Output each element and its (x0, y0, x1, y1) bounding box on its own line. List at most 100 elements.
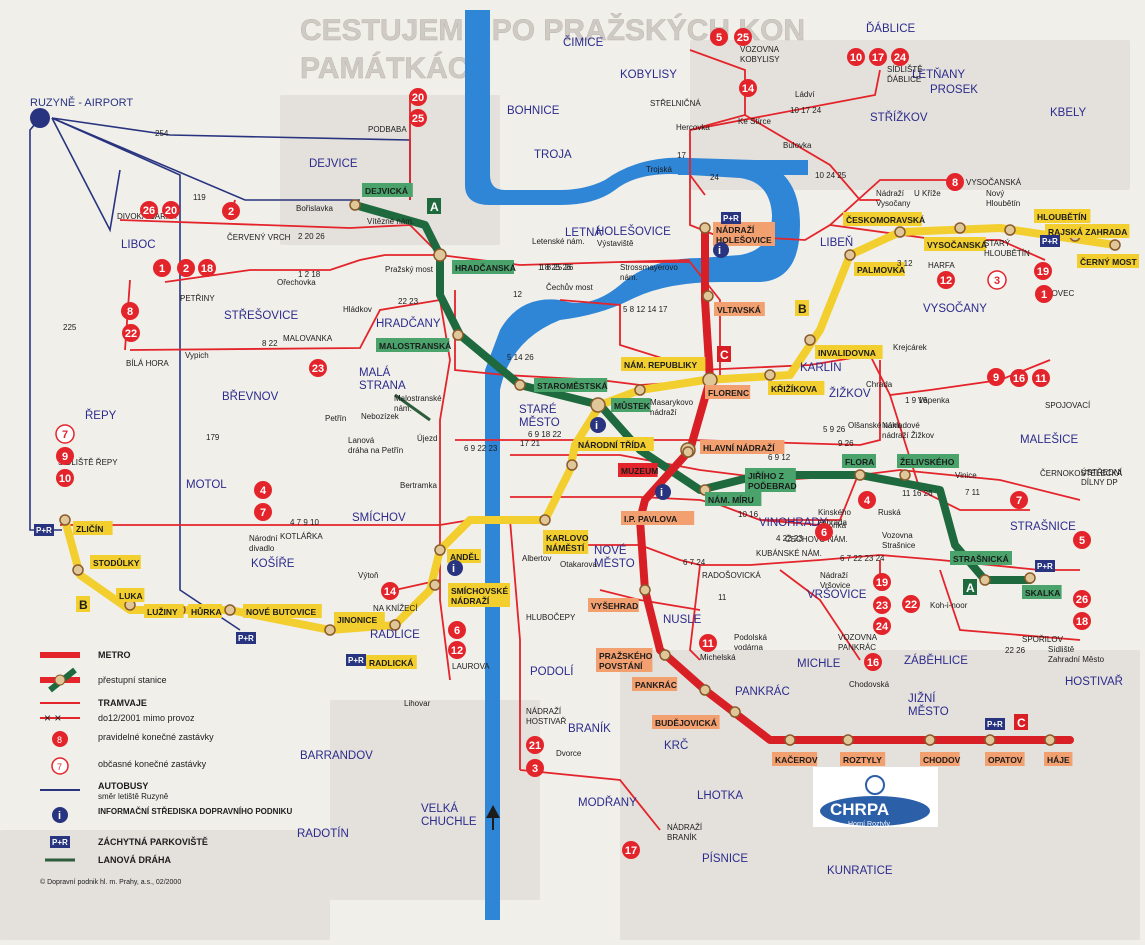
terminal-badge: 26 (140, 201, 158, 219)
svg-text:KŘIŽÍKOVA: KŘIŽÍKOVA (771, 383, 817, 394)
metro-station-label: LUŽINY (144, 604, 184, 618)
line-number-label: 179 (206, 433, 220, 442)
compass-icon (486, 805, 500, 830)
terminal-number: 26 (1076, 594, 1088, 606)
terminal-badge: 3 (526, 759, 544, 777)
terminal-number: 8 (127, 306, 133, 318)
place-label: Podolská (734, 633, 767, 642)
district-label: ČIMICE (563, 36, 604, 49)
place-label: ĎÁBLICE (887, 75, 921, 84)
line-a-badge: A (430, 200, 439, 214)
place-label: DÍLNY DP (1081, 478, 1118, 487)
terminal-badge: 22 (122, 324, 140, 342)
place-label: NÁDRAŽÍ (526, 707, 562, 716)
place-label: Nákladové (882, 421, 920, 430)
svg-text:NOVÉ BUTOVICE: NOVÉ BUTOVICE (246, 607, 317, 617)
place-label: PETŘINY (180, 294, 215, 303)
svg-text:POVSTÁNÍ: POVSTÁNÍ (599, 661, 643, 671)
terminal-badge: 7 (55, 424, 75, 444)
svg-text:BUDĚJOVICKÁ: BUDĚJOVICKÁ (655, 717, 717, 728)
terminal-badge: 12 (448, 641, 466, 659)
place-label: ČERNOKOSTELECKÁ (1040, 469, 1123, 478)
district-label: HOLEŠOVICE (596, 225, 671, 238)
terminal-number: 23 (876, 600, 888, 612)
place-label: Otakarova (560, 560, 597, 569)
terminal-number: 7 (62, 429, 68, 441)
line-badges: A B C B A C (76, 198, 1028, 730)
place-label: Trojská (646, 165, 672, 174)
district-label: KOBYLISY (620, 69, 677, 81)
terminal-badge: 2 (222, 202, 240, 220)
district-label: NOVÉ (594, 544, 627, 557)
svg-text:ANDĚL: ANDĚL (450, 551, 479, 562)
terminal-badge: 6 (815, 523, 833, 541)
svg-text:MALOSTRANSKÁ: MALOSTRANSKÁ (379, 341, 451, 351)
place-label: STŘELNIČNÁ (650, 99, 701, 108)
place-label: nám. (620, 273, 638, 282)
line-number-label: 254 (155, 129, 169, 138)
place-label: Malostranské (394, 394, 442, 403)
legend-transfer: přestupní stanice (98, 675, 167, 685)
place-label: Dvorce (556, 749, 582, 758)
place-label: Pražský most (385, 265, 434, 274)
terminal-number: 18 (201, 263, 213, 275)
terminal-badge: 10 (56, 469, 74, 487)
terminal-badge: 4 (858, 491, 876, 509)
terminal-badge: 25 (734, 28, 752, 46)
airport-label: RUZYNĚ - AIRPORT (30, 96, 133, 109)
legend-info: INFORMAČNÍ STŘEDISKA DOPRAVNÍHO PODNIKU (98, 807, 292, 816)
metro-station-label: INVALIDOVNA (815, 345, 883, 359)
district-label: ZÁBĚHLICE (904, 654, 968, 667)
district-label: CHUCHLE (421, 816, 477, 828)
svg-text:NÁDRAŽÍ: NÁDRAŽÍ (451, 595, 490, 606)
svg-text:ROZTYLY: ROZTYLY (843, 755, 882, 765)
place-label: divadlo (249, 544, 275, 553)
svg-text:i: i (718, 245, 721, 257)
svg-text:HRADČANSKÁ: HRADČANSKÁ (455, 262, 516, 273)
legend-occasional: občasné konečné zastávky (98, 759, 207, 769)
svg-text:PANKRÁC: PANKRÁC (635, 680, 677, 690)
place-label: Vysočany (876, 199, 910, 208)
svg-text:SMÍCHOVSKÉ: SMÍCHOVSKÉ (451, 586, 508, 596)
place-label: zahrada (818, 518, 847, 527)
terminal-badge: 22 (902, 595, 920, 613)
district-label: KRČ (664, 739, 688, 752)
metro-station-label: SKALKA (1022, 585, 1062, 599)
metro-station-label: HÁJE (1044, 752, 1073, 766)
pr-badge: P+R (238, 634, 254, 643)
place-label: Ořechovka (277, 278, 316, 287)
terminal-number: 16 (1013, 373, 1025, 385)
district-label: STARÉ (519, 403, 557, 416)
terminal-number: 19 (876, 577, 888, 589)
place-label: SPOJOVACÍ (1045, 401, 1091, 410)
metro-station-label: ROZTYLY (840, 752, 886, 766)
terminal-number: 4 (260, 485, 267, 497)
metro-station-label: LUKA (116, 588, 145, 602)
legend-metro: METRO (98, 650, 131, 660)
svg-text:KAČEROV: KAČEROV (775, 754, 818, 765)
svg-text:VYSOČANSKÁ: VYSOČANSKÁ (927, 239, 987, 250)
place-label: Olšanské nám. (848, 421, 901, 430)
line-number-label: 5 14 26 (507, 353, 534, 362)
district-label: ĎÁBLICE (866, 22, 916, 35)
svg-text:ZLIČÍN: ZLIČÍN (76, 523, 103, 534)
district-label: HOSTIVAŘ (1065, 675, 1123, 688)
metro-station-label: RAJSKÁ ZAHRADA (1045, 224, 1130, 238)
place-label: HOSTIVAŘ (526, 717, 567, 726)
place-label: ČERVENÝ VRCH (227, 233, 291, 242)
metro-station-label: NÁM. REPUBLIKY (621, 357, 706, 371)
terminal-badge: 20 (162, 201, 180, 219)
place-label: Albertov (522, 554, 551, 563)
place-label: BRANÍK (667, 833, 697, 842)
svg-text:DEJVICKÁ: DEJVICKÁ (365, 186, 408, 196)
district-label: PODOLÍ (530, 665, 574, 678)
logo-name: CHRPA (830, 800, 889, 819)
place-label: STARÝ (984, 239, 1011, 248)
terminal-badge: 18 (1073, 612, 1091, 630)
terminal-badge: 14 (739, 79, 757, 97)
line-c-badge-2: C (1017, 716, 1026, 730)
district-label: STRANA (359, 380, 406, 392)
place-label: Vítězné nám. (367, 217, 414, 226)
place-label: SPOŘILOV (1022, 635, 1064, 644)
terminal-badge: 4 (254, 481, 272, 499)
